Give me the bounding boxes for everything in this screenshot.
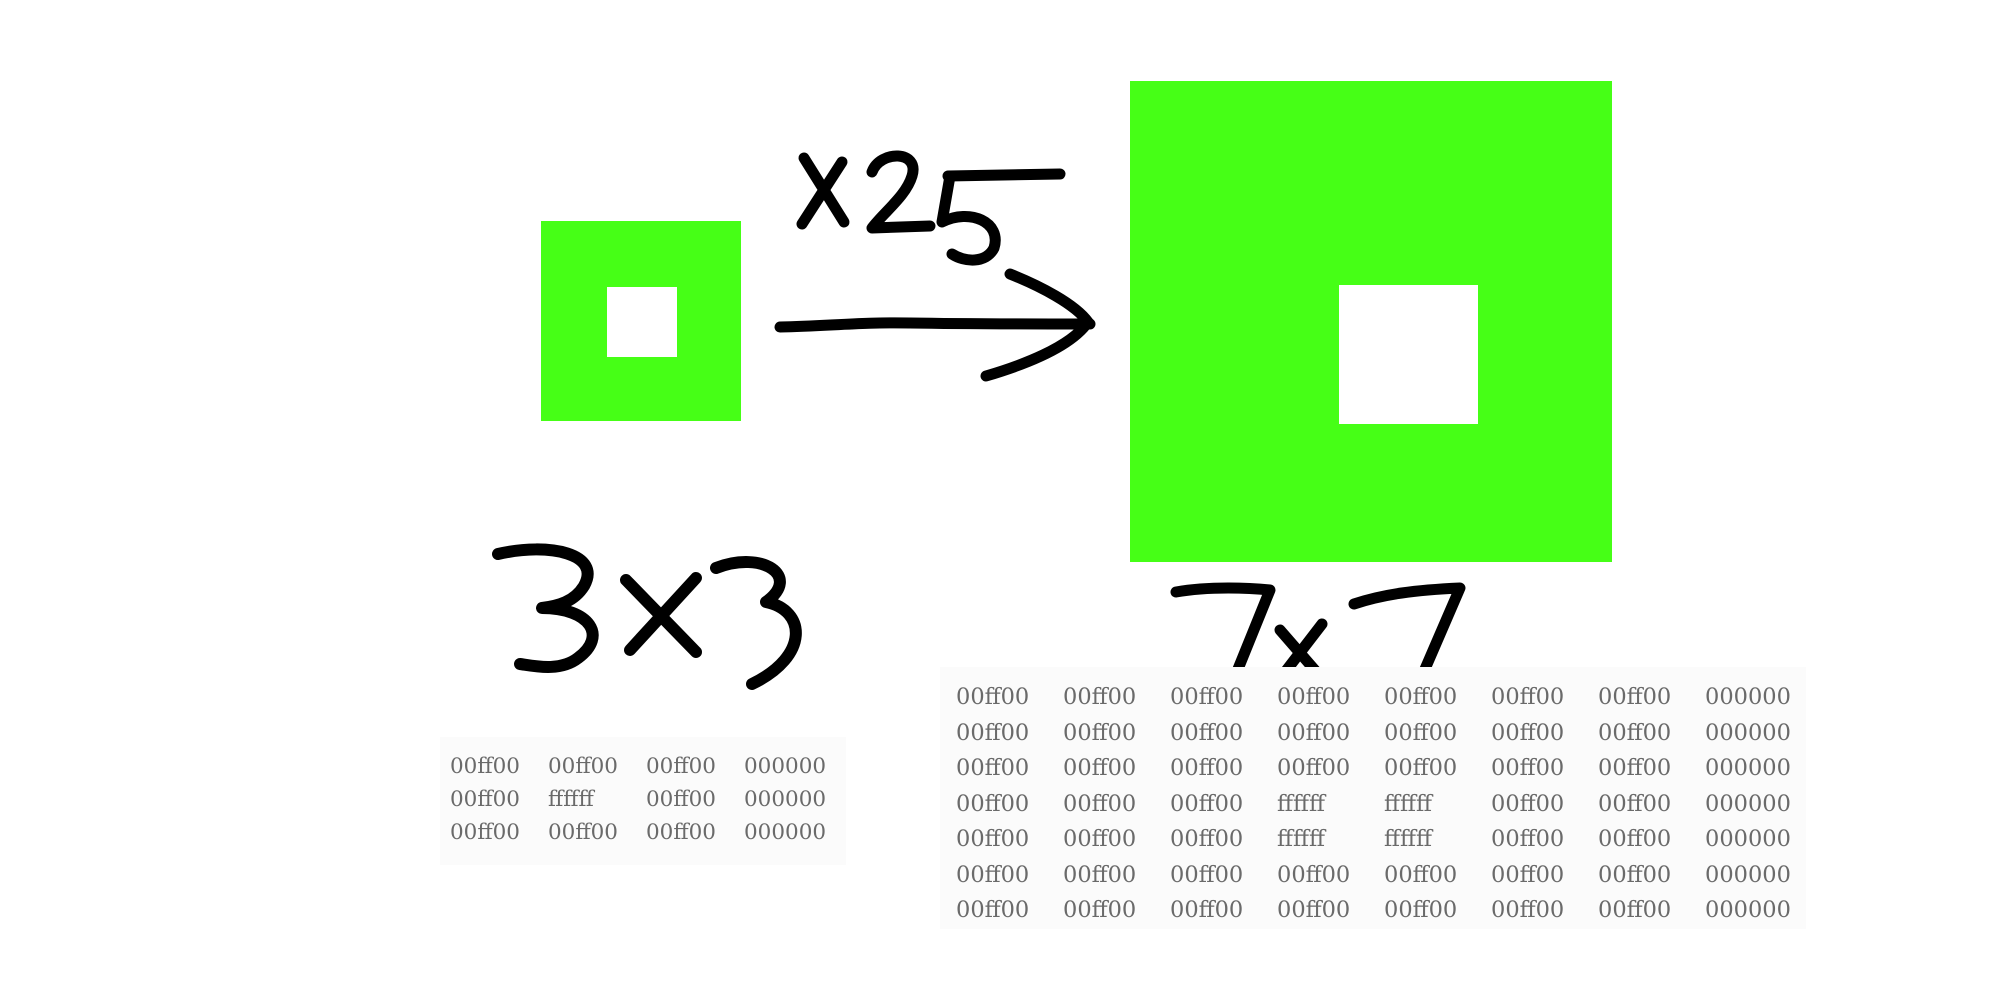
hex-value: 00ff00 — [1170, 861, 1244, 888]
hex-value: 00ff00 — [646, 754, 716, 779]
hex-value: 000000 — [744, 754, 827, 779]
hex-value: 00ff00 — [1491, 790, 1565, 817]
hex-value: 000000 — [1705, 861, 1791, 888]
hex-value: 00ff00 — [646, 787, 716, 812]
hex-value: 00ff00 — [1384, 719, 1458, 746]
hex-value: 00ff00 — [1491, 826, 1565, 852]
hex-value: 00ff00 — [956, 861, 1030, 888]
scale-arrow-shaft — [774, 317, 1096, 333]
scale-arrow — [774, 268, 1096, 382]
hex-value: 000000 — [744, 820, 827, 845]
hex-value: 000000 — [744, 787, 827, 812]
hex-row: 00ff00 00ff00 00ff00 00ff00 00ff00 00ff00 00ff… — [956, 751, 1806, 787]
hex-row: 00ff00 ffffff 00ff00 000000 — [450, 783, 846, 816]
hex-value: 00ff00 — [1384, 755, 1458, 781]
hex-value: 00ff00 — [1491, 897, 1565, 923]
hex-value: 00ff00 — [646, 820, 716, 845]
hex-value: 00ff00 — [1063, 790, 1137, 817]
hex-row: 00ff00 00ff00 00ff00 00ff00 00ff00 00ff00 00ff… — [956, 680, 1806, 716]
hex-value: 00ff00 — [1598, 790, 1672, 817]
hex-value: 00ff00 — [1491, 684, 1565, 710]
hex-value: 00ff00 — [956, 719, 1030, 746]
scale-label-decimal-point — [939, 211, 949, 221]
hex-value: 000000 — [1705, 826, 1791, 852]
hex-value: 00ff00 — [956, 684, 1030, 710]
small-pixel-hex-table: 00ff00 00ff00 00ff00 000000 00ff00 ffffff 00ff… — [440, 737, 846, 865]
hex-value: 000000 — [1705, 719, 1791, 746]
large-size-label-handwritten — [1170, 582, 1466, 682]
hex-value: 00ff00 — [1063, 719, 1137, 746]
hex-row: 00ff00 00ff00 00ff00 ffffff ffffff 00ff00 00ff… — [956, 822, 1806, 858]
hex-value: 00ff00 — [1384, 897, 1458, 923]
hex-value: 00ff00 — [1170, 897, 1244, 923]
hex-value: 00ff00 — [1063, 826, 1137, 852]
scale-arrow-head — [980, 268, 1094, 382]
hex-value: 00ff00 — [450, 754, 520, 779]
small-size-label-text: 3x3 — [0, 0, 1, 1]
hex-value: 00ff00 — [956, 755, 1030, 781]
hex-value: 00ff00 — [450, 787, 520, 812]
hex-value: ffffff — [1384, 790, 1432, 817]
hex-row: 00ff00 00ff00 00ff00 00ff00 00ff00 00ff00 00ff… — [956, 893, 1806, 929]
hex-value: 00ff00 — [956, 826, 1030, 852]
hex-value: 00ff00 — [1170, 719, 1244, 746]
small-green-square — [541, 221, 741, 421]
large-green-square — [1130, 81, 1612, 562]
hex-value: 00ff00 — [1277, 861, 1351, 888]
hex-value: 00ff00 — [1063, 897, 1137, 923]
hex-value: 000000 — [1705, 755, 1791, 781]
hex-value: 00ff00 — [450, 820, 520, 845]
hex-value: 00ff00 — [956, 790, 1030, 817]
hex-value: 00ff00 — [1277, 897, 1351, 923]
hex-value: 00ff00 — [1598, 826, 1672, 852]
hex-value: 00ff00 — [548, 754, 618, 779]
hex-value: 00ff00 — [1598, 719, 1672, 746]
hex-value: 00ff00 — [1598, 861, 1672, 888]
hex-value: 00ff00 — [1277, 719, 1351, 746]
small-size-label-handwritten — [492, 543, 802, 690]
hex-value: ffffff — [1277, 790, 1325, 817]
hex-value: 00ff00 — [1170, 684, 1244, 710]
hex-row: 00ff00 00ff00 00ff00 00ff00 00ff00 00ff00 00ff… — [956, 858, 1806, 894]
large-size-label-text: 7x7 — [0, 0, 1, 1]
hex-value: ffffff — [548, 787, 594, 812]
hex-row: 00ff00 00ff00 00ff00 ffffff ffffff 00ff00 00ff… — [956, 787, 1806, 823]
hex-value: 00ff00 — [548, 820, 618, 845]
hex-value: 00ff00 — [1170, 826, 1244, 852]
hex-value: 00ff00 — [1063, 684, 1137, 710]
hex-value: 00ff00 — [1277, 684, 1351, 710]
hex-value: 000000 — [1705, 684, 1791, 710]
large-white-center-block — [1339, 285, 1478, 424]
small-white-center-pixel — [607, 287, 677, 357]
scale-label-handwritten — [796, 150, 1066, 266]
hex-value: 00ff00 — [1491, 861, 1565, 888]
hex-value: 00ff00 — [1277, 755, 1351, 781]
hex-value: 00ff00 — [1598, 684, 1672, 710]
hex-value: 00ff00 — [1063, 755, 1137, 781]
hex-value: 00ff00 — [1598, 897, 1672, 923]
hex-value: 000000 — [1705, 897, 1791, 923]
hex-value: 00ff00 — [1170, 790, 1244, 817]
hex-row: 00ff00 00ff00 00ff00 00ff00 00ff00 00ff00 00ff… — [956, 716, 1806, 752]
hex-row: 00ff00 00ff00 00ff00 000000 — [450, 750, 846, 783]
hex-value: 00ff00 — [1063, 861, 1137, 888]
hex-value: 000000 — [1705, 790, 1791, 817]
hex-value: ffffff — [1384, 826, 1432, 852]
hex-value: ffffff — [1277, 826, 1325, 852]
large-pixel-hex-table: 00ff00 00ff00 00ff00 00ff00 00ff00 00ff00 00ff… — [940, 667, 1806, 929]
hex-value: 00ff00 — [1598, 755, 1672, 781]
hex-row: 00ff00 00ff00 00ff00 000000 — [450, 816, 846, 849]
scale-label-text: x2.5 — [0, 0, 1, 1]
hex-value: 00ff00 — [1170, 755, 1244, 781]
hex-value: 00ff00 — [956, 897, 1030, 923]
hex-value: 00ff00 — [1384, 861, 1458, 888]
hex-value: 00ff00 — [1491, 755, 1565, 781]
hex-value: 00ff00 — [1491, 719, 1565, 746]
hex-value: 00ff00 — [1384, 684, 1458, 710]
